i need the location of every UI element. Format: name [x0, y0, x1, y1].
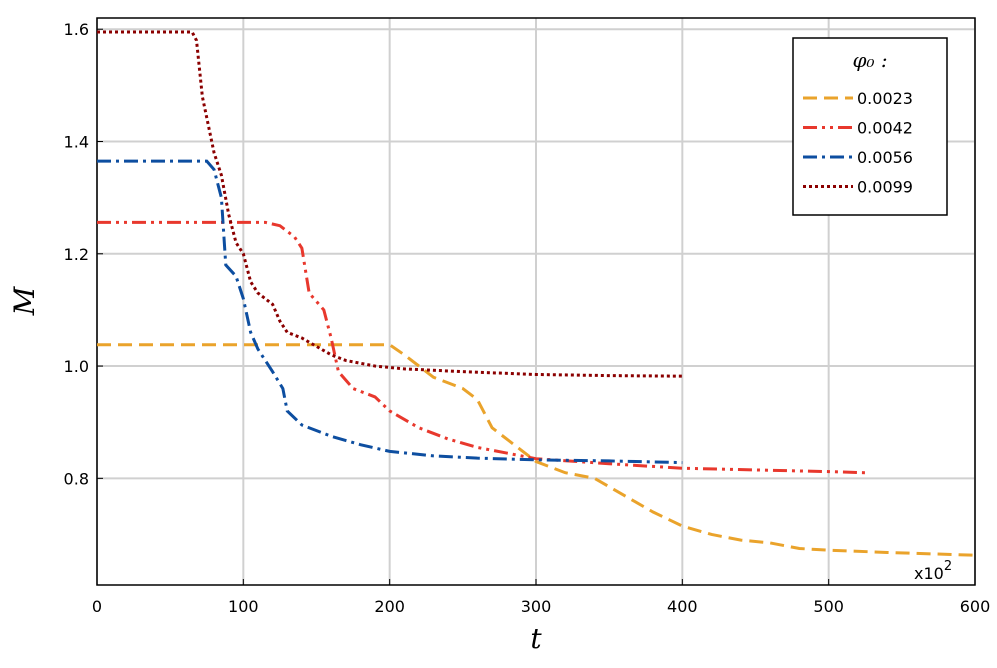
x-tick-label: 300 [521, 597, 552, 616]
plot-frame [96, 17, 976, 586]
y-axis-label: M [8, 285, 41, 316]
x-tick-label: 500 [813, 597, 844, 616]
data-line [97, 343, 976, 557]
data-line [97, 30, 683, 378]
y-tick-label: 1.2 [64, 245, 89, 264]
x-multiplier-exponent: 2 [944, 559, 952, 574]
legend-title: φ₀ : [852, 48, 887, 72]
x-tick-label: 0 [92, 597, 102, 616]
x-multiplier: x102 [914, 559, 952, 583]
legend-label: 0.0099 [857, 178, 913, 197]
data-line [97, 159, 683, 465]
x-multiplier-base: x10 [914, 564, 944, 583]
legend-label: 0.0056 [857, 148, 913, 167]
legend-label: 0.0042 [857, 119, 913, 138]
legend-label: 0.0023 [857, 89, 913, 108]
x-axis-label: t [530, 622, 542, 655]
x-tick-label: 600 [960, 597, 991, 616]
x-tick-label: 400 [667, 597, 698, 616]
legend-box [792, 37, 948, 216]
y-tick-label: 1.6 [64, 20, 89, 39]
x-tick-label: 200 [374, 597, 405, 616]
x-tick-label: 100 [228, 597, 259, 616]
y-tick-label: 1.0 [64, 357, 89, 376]
y-tick-label: 0.8 [64, 469, 89, 488]
y-tick-label: 1.4 [64, 133, 89, 152]
data-line [97, 220, 866, 475]
